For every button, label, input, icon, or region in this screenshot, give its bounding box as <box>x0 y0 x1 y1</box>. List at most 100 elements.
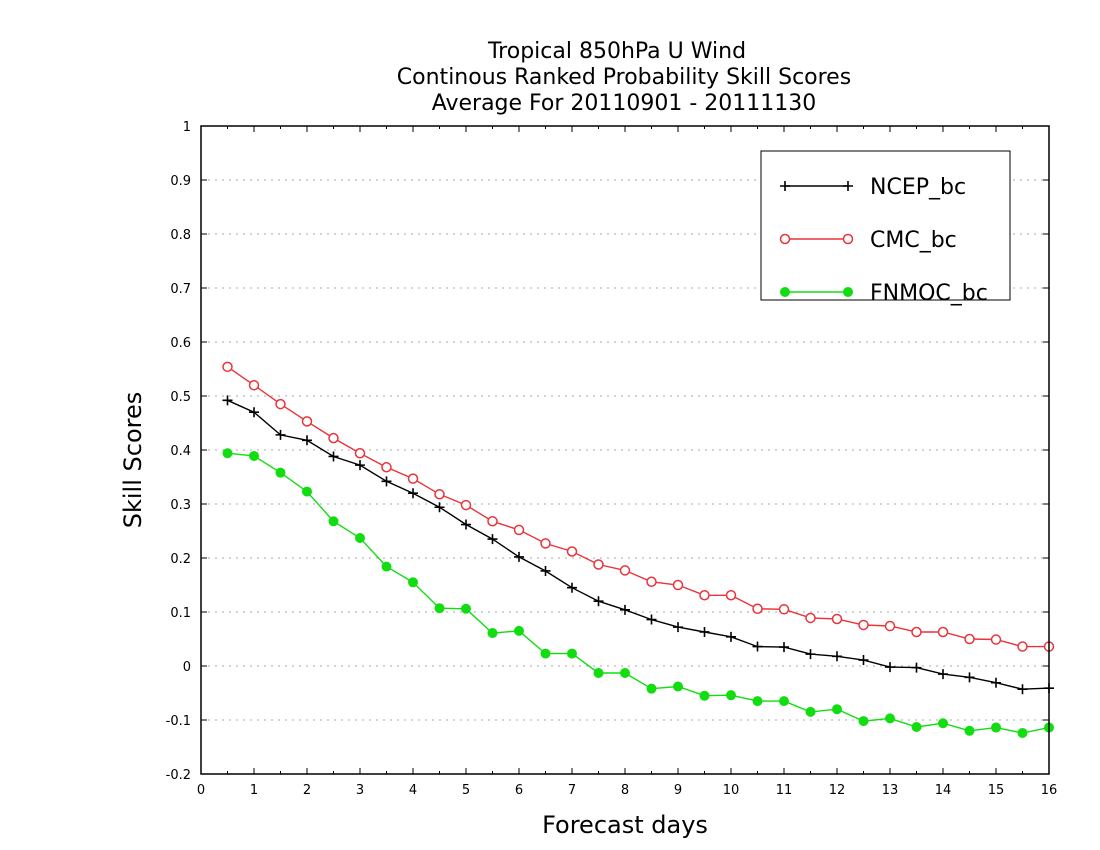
data-point <box>222 395 233 406</box>
grid-lines <box>201 179 1049 721</box>
legend-marker-cmc-bc <box>779 233 791 245</box>
data-point <box>885 662 895 673</box>
data-point <box>858 619 869 631</box>
data-point <box>884 620 896 632</box>
x-tick-label: 5 <box>462 783 470 798</box>
data-point <box>619 565 631 576</box>
x-tick-label: 6 <box>515 783 523 798</box>
legend-marker-ncep-bc <box>780 181 790 191</box>
data-point <box>779 696 789 707</box>
chart-title: Tropical 850hPa U Wind Continous Ranked … <box>397 39 851 116</box>
legend-marker-ncep-bc <box>843 181 853 191</box>
x-axis-ticks: 0 1 2 3 4 5 6 7 8 9 10 11 12 13 14 15 16 <box>197 126 1057 798</box>
y-tick-label: 0.2 <box>170 552 191 567</box>
title-line-1: Tropical 850hPa U Wind <box>487 39 746 64</box>
legend-marker-fnmoc-bc <box>843 287 853 297</box>
x-tick-label: 7 <box>568 783 576 798</box>
data-point <box>328 451 339 462</box>
legend-label-fnmoc-bc: FNMOC_bc <box>870 281 988 306</box>
data-point <box>355 460 365 471</box>
y-tick-label: 0.6 <box>170 336 191 351</box>
data-point <box>990 634 1002 645</box>
x-tick-label: 12 <box>829 783 846 798</box>
data-point <box>805 649 816 660</box>
data-point <box>673 681 683 692</box>
data-point <box>726 690 736 701</box>
y-tick-label: 0 <box>183 660 191 675</box>
x-tick-label: 9 <box>674 783 682 798</box>
data-point <box>937 626 949 638</box>
data-point <box>964 725 975 736</box>
series-line-cmc-bc <box>227 366 1049 648</box>
data-point <box>407 473 419 484</box>
legend: NCEP_bc CMC_bc FNMOC_bc <box>760 150 1011 306</box>
data-point <box>461 519 471 530</box>
series-ncep-bc <box>222 395 1054 695</box>
data-point <box>275 429 286 440</box>
legend-label-ncep-bc: NCEP_bc <box>870 175 966 200</box>
data-point <box>964 672 975 683</box>
series-layer <box>222 361 1055 738</box>
y-tick-label: -0.2 <box>166 768 191 783</box>
data-point <box>911 626 922 638</box>
data-point <box>487 516 498 527</box>
data-point <box>513 524 525 536</box>
y-axis-ticks: -0.2 -0.1 0 0.1 0.2 0.3 0.4 0.5 0.6 0.7 0.8 0.9 1 <box>166 120 1049 783</box>
series-cmc-bc <box>222 361 1055 652</box>
data-point <box>885 713 895 724</box>
y-tick-label: 0.4 <box>170 444 191 459</box>
data-point <box>301 416 313 427</box>
legend-marker-cmc-bc <box>842 233 854 245</box>
data-point <box>1017 684 1028 695</box>
data-point <box>726 631 736 642</box>
data-point <box>1017 727 1028 738</box>
data-point <box>381 462 392 473</box>
data-point <box>514 551 524 562</box>
data-point <box>487 628 498 639</box>
data-point <box>540 538 551 549</box>
legend-box <box>760 150 1011 301</box>
x-tick-label: 2 <box>303 783 311 798</box>
data-point <box>328 432 339 444</box>
data-point <box>620 668 630 679</box>
data-point <box>699 690 710 701</box>
series-fnmoc-bc <box>222 448 1054 738</box>
x-tick-label: 16 <box>1041 783 1058 798</box>
x-tick-label: 10 <box>723 783 740 798</box>
data-point <box>964 633 975 645</box>
y-tick-label: 0.1 <box>170 606 191 621</box>
data-point <box>699 626 710 637</box>
data-point <box>752 696 763 707</box>
data-point <box>248 379 260 391</box>
x-tick-label: 3 <box>356 783 364 798</box>
data-point <box>673 622 683 633</box>
data-point <box>699 590 710 601</box>
data-point <box>249 407 259 418</box>
data-point <box>222 361 233 373</box>
legend-label-cmc-bc: CMC_bc <box>870 228 957 253</box>
data-point <box>832 704 842 715</box>
series-line-ncep-bc <box>227 399 1050 690</box>
data-point <box>620 604 630 615</box>
data-point <box>302 435 312 446</box>
x-tick-label: 4 <box>409 783 417 798</box>
data-point <box>514 625 524 636</box>
data-point <box>567 648 577 659</box>
data-point <box>434 502 445 513</box>
data-point <box>540 648 551 659</box>
data-point <box>381 476 392 487</box>
data-point <box>302 486 312 497</box>
legend-items: NCEP_bc CMC_bc FNMOC_bc <box>779 175 988 306</box>
data-point <box>646 576 657 588</box>
data-point <box>275 467 286 478</box>
data-point <box>593 596 604 607</box>
title-line-2: Continous Ranked Probability Skill Score… <box>397 65 851 90</box>
x-tick-label: 0 <box>197 783 205 798</box>
y-tick-label: 0.3 <box>170 498 191 513</box>
x-tick-label: 15 <box>988 783 1005 798</box>
y-tick-label: 0.9 <box>170 174 191 189</box>
data-point <box>249 450 259 461</box>
data-point <box>911 722 922 733</box>
x-tick-label: 8 <box>621 783 629 798</box>
data-point <box>805 612 816 624</box>
